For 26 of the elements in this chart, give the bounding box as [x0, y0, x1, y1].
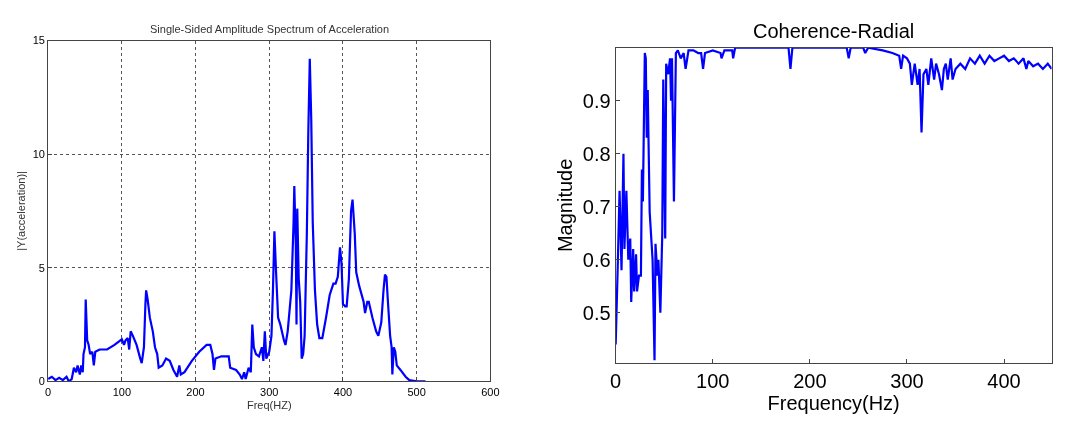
x-tick-label: 100	[696, 369, 730, 392]
y-tick-label: 0.7	[582, 195, 611, 218]
x-axis-title: Freq(HZ)	[246, 398, 292, 411]
x-tick-label: 100	[112, 385, 132, 398]
chart-title: Single-Sided Amplitude Spectrum of Acceleration	[150, 23, 390, 35]
x-tick-label: 400	[333, 385, 353, 398]
line-series	[48, 57, 427, 382]
y-tick-label: 0.8	[582, 142, 611, 165]
y-tick-label: 0.6	[582, 248, 611, 271]
y-tick-label: 0.5	[582, 301, 611, 324]
x-tick-label: 300	[260, 385, 279, 398]
x-tick-label: 500	[407, 385, 426, 398]
y-tick-label: 5	[38, 261, 45, 274]
x-tick-label: 400	[987, 369, 1021, 392]
y-axis-title: |Y(acceleration)|	[15, 171, 28, 251]
x-axis-title: Frequency(Hz)	[767, 391, 900, 414]
chart-title: Coherence-Radial	[753, 20, 915, 42]
x-tick-label: 600	[481, 385, 500, 398]
x-tick-label: 300	[890, 369, 924, 392]
x-tick-label: 200	[793, 369, 827, 392]
x-tick-label: 200	[186, 385, 205, 398]
y-tick-label: 0.9	[582, 89, 611, 112]
y-tick-label: 10	[32, 147, 45, 160]
line-series	[615, 47, 1052, 362]
y-axis-title: Magnitude	[554, 158, 577, 253]
y-tick-label: 15	[32, 34, 45, 47]
